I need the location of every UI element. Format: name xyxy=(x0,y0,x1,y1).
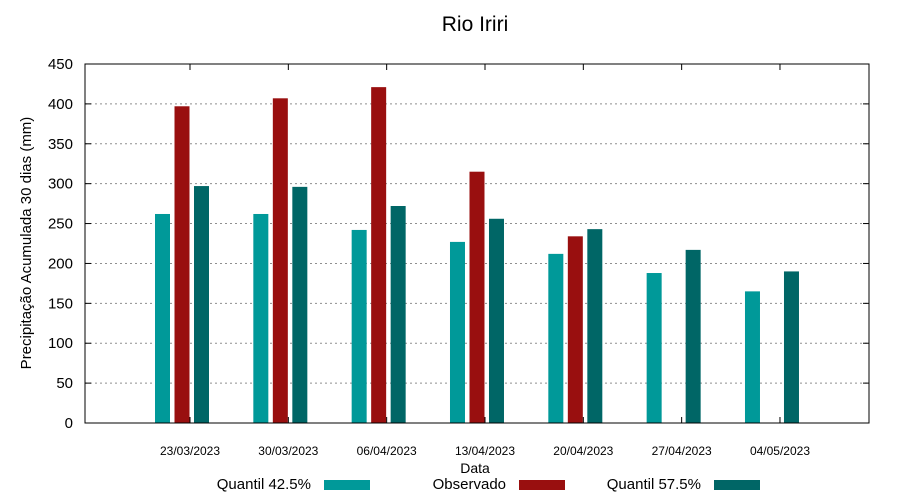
bar xyxy=(371,87,387,423)
y-tick-label: 50 xyxy=(56,375,73,392)
bar xyxy=(646,273,662,423)
bar xyxy=(351,229,367,423)
bar xyxy=(685,249,701,423)
x-tick-label: 04/05/2023 xyxy=(750,444,810,458)
bar xyxy=(567,236,583,423)
y-axis-ticks: 0 50 100 150 200 250 300 350 400 450 xyxy=(48,56,869,432)
x-axis-label: Data xyxy=(460,460,490,476)
chart-title: Rio Iriri xyxy=(442,13,509,36)
x-tick-label: 20/04/2023 xyxy=(553,444,613,458)
x-tick-label: 06/04/2023 xyxy=(357,444,417,458)
bar xyxy=(548,253,564,423)
x-tick-label: 30/03/2023 xyxy=(258,444,318,458)
y-tick-label: 100 xyxy=(48,335,73,352)
legend-swatch xyxy=(324,480,370,490)
bar xyxy=(292,186,308,423)
bar xyxy=(194,186,209,423)
bar xyxy=(272,98,288,423)
legend-swatch xyxy=(519,480,565,490)
legend-label: Quantil 42.5% xyxy=(217,476,311,493)
bar xyxy=(488,218,504,423)
legend-label: Observado xyxy=(433,476,506,493)
legend-swatch xyxy=(714,480,760,490)
bar xyxy=(744,291,760,423)
bar xyxy=(469,171,485,423)
bar xyxy=(449,241,465,423)
x-tick-label: 27/04/2023 xyxy=(652,444,712,458)
y-tick-label: 150 xyxy=(48,295,73,312)
bars xyxy=(155,87,799,423)
plot-frame xyxy=(84,63,870,424)
y-tick-label: 0 xyxy=(65,415,73,432)
legend: Quantil 42.5% Observado Quantil 57.5% xyxy=(217,476,760,493)
bar xyxy=(155,213,170,423)
legend-label: Quantil 57.5% xyxy=(607,476,701,493)
bar xyxy=(390,206,406,423)
y-tick-label: 450 xyxy=(48,56,73,73)
y-tick-label: 200 xyxy=(48,255,73,272)
y-tick-label: 400 xyxy=(48,96,73,113)
bar xyxy=(587,229,603,423)
bar xyxy=(783,271,799,423)
y-tick-label: 350 xyxy=(48,136,73,153)
x-tick-label: 13/04/2023 xyxy=(455,444,515,458)
x-axis-ticks: 23/03/2023 30/03/2023 06/04/2023 13/04/2023… xyxy=(160,64,810,458)
y-tick-label: 300 xyxy=(48,176,73,193)
bar xyxy=(253,213,269,423)
bar xyxy=(174,106,190,423)
y-axis-label: Precipitação Acumulada 30 dias (mm) xyxy=(18,117,35,370)
x-tick-label: 23/03/2023 xyxy=(160,444,220,458)
y-tick-label: 250 xyxy=(48,216,73,233)
